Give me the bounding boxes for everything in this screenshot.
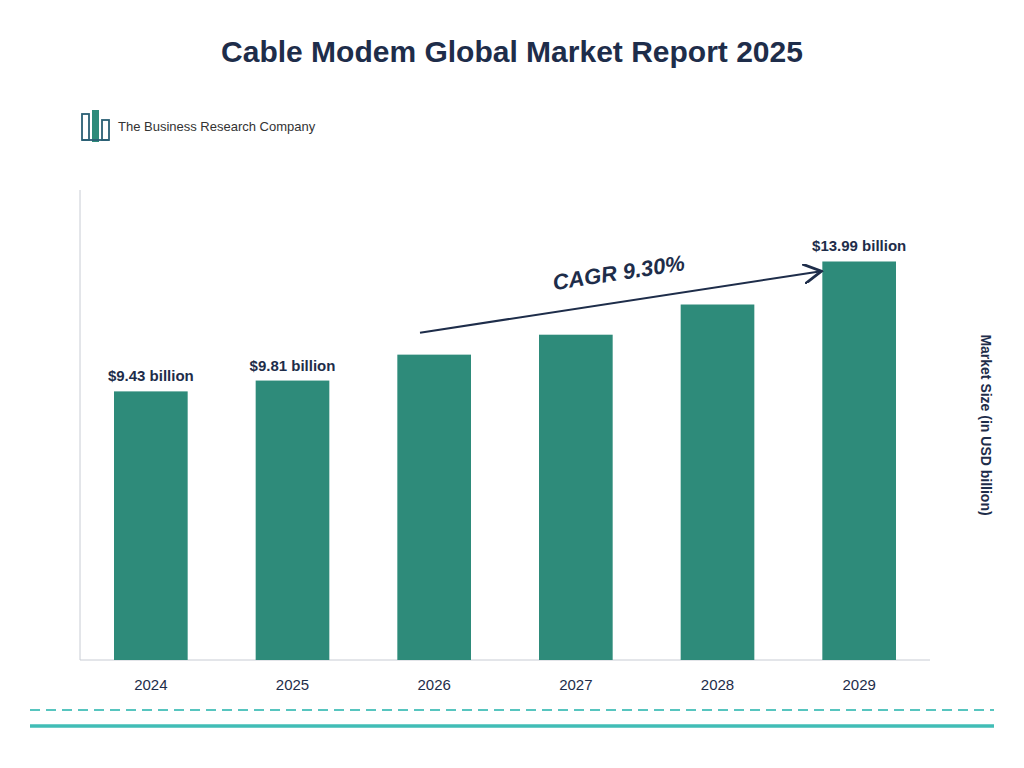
- x-tick-label: 2028: [701, 676, 734, 693]
- y-axis-label: Market Size (in USD billion): [978, 334, 994, 515]
- data-label: $9.81 billion: [250, 357, 336, 374]
- logo-icon: [82, 139, 109, 141]
- x-tick-label: 2029: [842, 676, 875, 693]
- page: {"chart_data": {"type": "bar", "title": …: [0, 0, 1024, 768]
- x-tick-label: 2025: [276, 676, 309, 693]
- logo-icon: [82, 114, 89, 140]
- title: Cable Modem Global Market Report 2025: [221, 35, 803, 68]
- bar: [256, 381, 330, 660]
- bar: [822, 261, 896, 660]
- y-axis-line: [80, 190, 81, 660]
- cagr-text: CAGR 9.30%: [551, 250, 687, 295]
- footer-line: [30, 724, 994, 728]
- data-label: $13.99 billion: [812, 237, 906, 254]
- bar: [114, 391, 188, 660]
- logo-icon: [102, 120, 109, 140]
- logo-text: The Business Research Company: [118, 119, 316, 134]
- x-axis-line: [80, 660, 930, 661]
- x-tick-label: 2027: [559, 676, 592, 693]
- bar: [681, 305, 755, 660]
- x-tick-label: 2024: [134, 676, 167, 693]
- logo-icon: [92, 110, 99, 142]
- x-tick-label: 2026: [417, 676, 450, 693]
- footer-dashed-line: [30, 709, 994, 711]
- chart: Cable Modem Global Market Report 2025 The…: [0, 0, 1024, 768]
- bar: [397, 355, 471, 660]
- logo: The Business Research Company: [82, 110, 316, 142]
- bars: [114, 261, 896, 660]
- bar: [539, 335, 613, 660]
- data-label: $9.43 billion: [108, 367, 194, 384]
